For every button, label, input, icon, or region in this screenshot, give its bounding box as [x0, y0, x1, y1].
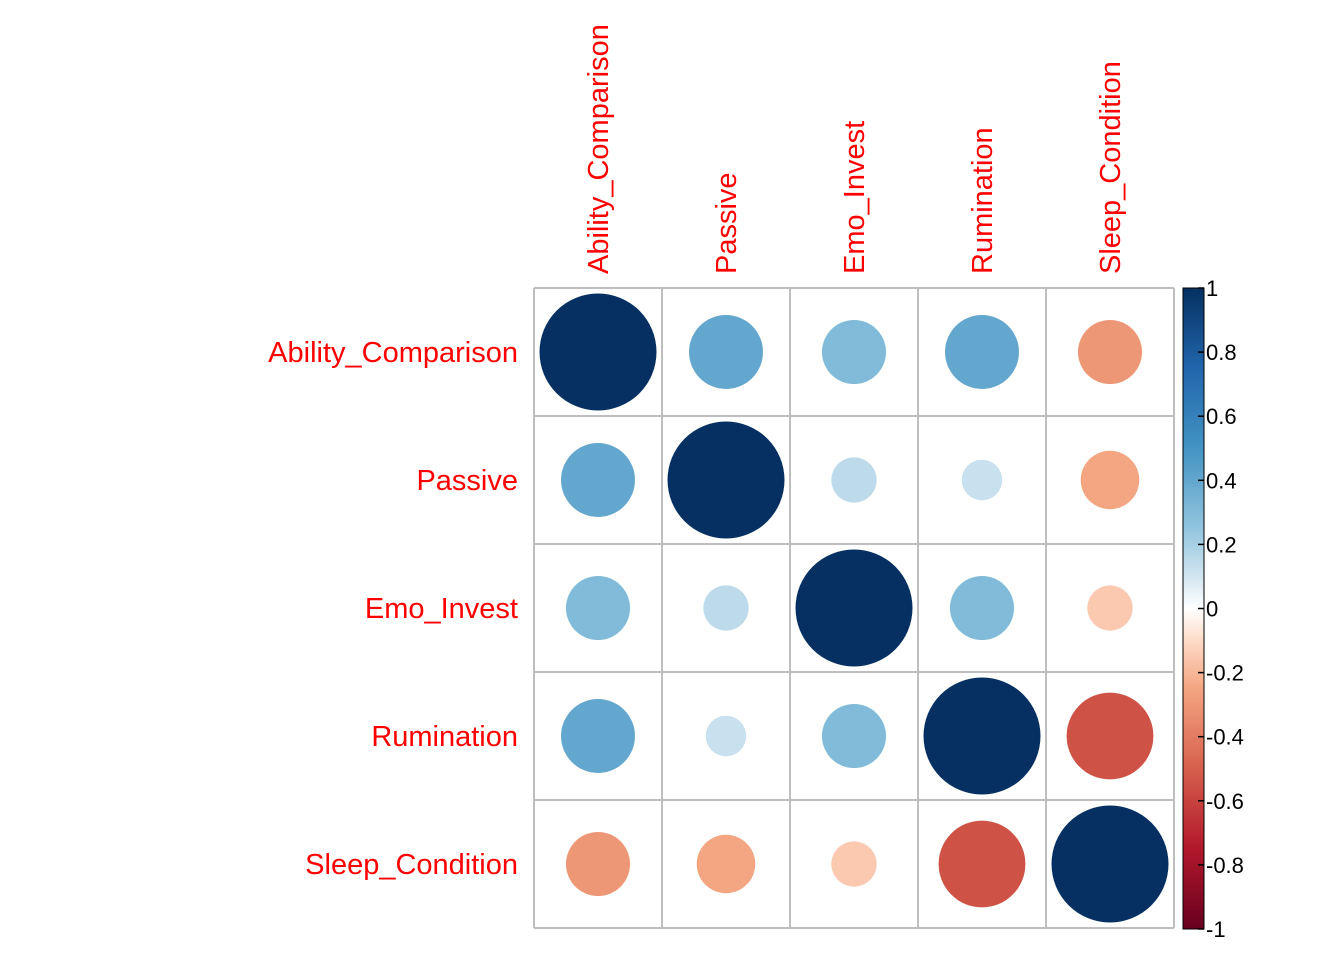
row-label: Passive: [416, 465, 518, 497]
correlation-circle-Sleep_Condition-Passive: [696, 834, 756, 894]
correlation-circles: [539, 293, 1169, 923]
correlation-circle-Rumination-Emo_Invest: [821, 703, 887, 769]
matrix-grid: [533, 287, 1175, 929]
column-label: Emo_Invest: [839, 121, 871, 274]
correlation-circle-Rumination-Rumination: [923, 677, 1041, 795]
correlation-circle-Sleep_Condition-Rumination: [938, 820, 1026, 908]
correlation-circle-Passive-Rumination: [961, 459, 1003, 501]
correlation-circle-Passive-Ability_Comparison: [561, 443, 635, 517]
correlation-circle-Emo_Invest-Sleep_Condition: [1087, 585, 1133, 631]
colorbar-tick-label: 0: [1206, 597, 1218, 622]
correlation-circle-Passive-Passive: [667, 421, 785, 539]
colorbar-tick-label: -0.2: [1206, 661, 1244, 686]
column-label: Passive: [711, 172, 743, 274]
correlation-circle-Rumination-Ability_Comparison: [561, 699, 635, 773]
correlation-circle-Ability_Comparison-Sleep_Condition: [1077, 319, 1143, 385]
column-labels: Ability_Comparison Passive Emo_Invest Rumin…: [583, 24, 1127, 274]
correlation-circle-Ability_Comparison-Emo_Invest: [821, 319, 887, 385]
row-label: Emo_Invest: [365, 593, 518, 625]
correlation-circle-Emo_Invest-Ability_Comparison: [565, 575, 631, 641]
row-label: Ability_Comparison: [268, 337, 518, 369]
colorbar-tick-label: 0.4: [1206, 468, 1237, 493]
colorbar-tick-label: -0.4: [1206, 725, 1244, 750]
correlation-circle-Emo_Invest-Emo_Invest: [795, 549, 913, 667]
colorbar-tick-label: 1: [1206, 276, 1218, 301]
correlation-circle-Ability_Comparison-Passive: [689, 315, 763, 389]
correlation-circle-Emo_Invest-Passive: [703, 585, 749, 631]
correlation-circle-Passive-Sleep_Condition: [1080, 450, 1140, 510]
colorbar-tick-label: 0.6: [1206, 404, 1237, 429]
column-label: Ability_Comparison: [583, 24, 615, 274]
correlation-circle-Sleep_Condition-Sleep_Condition: [1051, 805, 1169, 923]
colorbar-tick-label: -1: [1206, 917, 1226, 942]
row-label: Rumination: [371, 721, 518, 753]
correlation-circle-Emo_Invest-Rumination: [949, 575, 1015, 641]
column-label: Sleep_Condition: [1095, 61, 1127, 274]
correlation-circle-Ability_Comparison-Ability_Comparison: [539, 293, 657, 411]
colorbar-tick-label: 0.8: [1206, 340, 1237, 365]
colorbar-tick-label: -0.8: [1206, 853, 1244, 878]
correlation-circle-Rumination-Passive: [705, 715, 747, 757]
correlation-circle-Passive-Emo_Invest: [831, 457, 877, 503]
colorbar-tick-label: -0.6: [1206, 789, 1244, 814]
correlation-circle-Sleep_Condition-Ability_Comparison: [565, 831, 631, 897]
correlation-circle-Ability_Comparison-Rumination: [945, 315, 1019, 389]
row-label: Sleep_Condition: [305, 849, 518, 881]
correlation-circle-Sleep_Condition-Emo_Invest: [831, 841, 877, 887]
colorbar-tick-label: 0.2: [1206, 532, 1237, 557]
column-label: Rumination: [967, 127, 999, 274]
color-legend: 1 0.8 0.6 0.4 0.2 0 -0.2 -0.4 -0.6 -0.8 -1: [1182, 276, 1244, 942]
row-labels: Ability_Comparison Passive Emo_Invest Rumin…: [268, 337, 518, 881]
correlation-circle-Rumination-Sleep_Condition: [1066, 692, 1154, 780]
